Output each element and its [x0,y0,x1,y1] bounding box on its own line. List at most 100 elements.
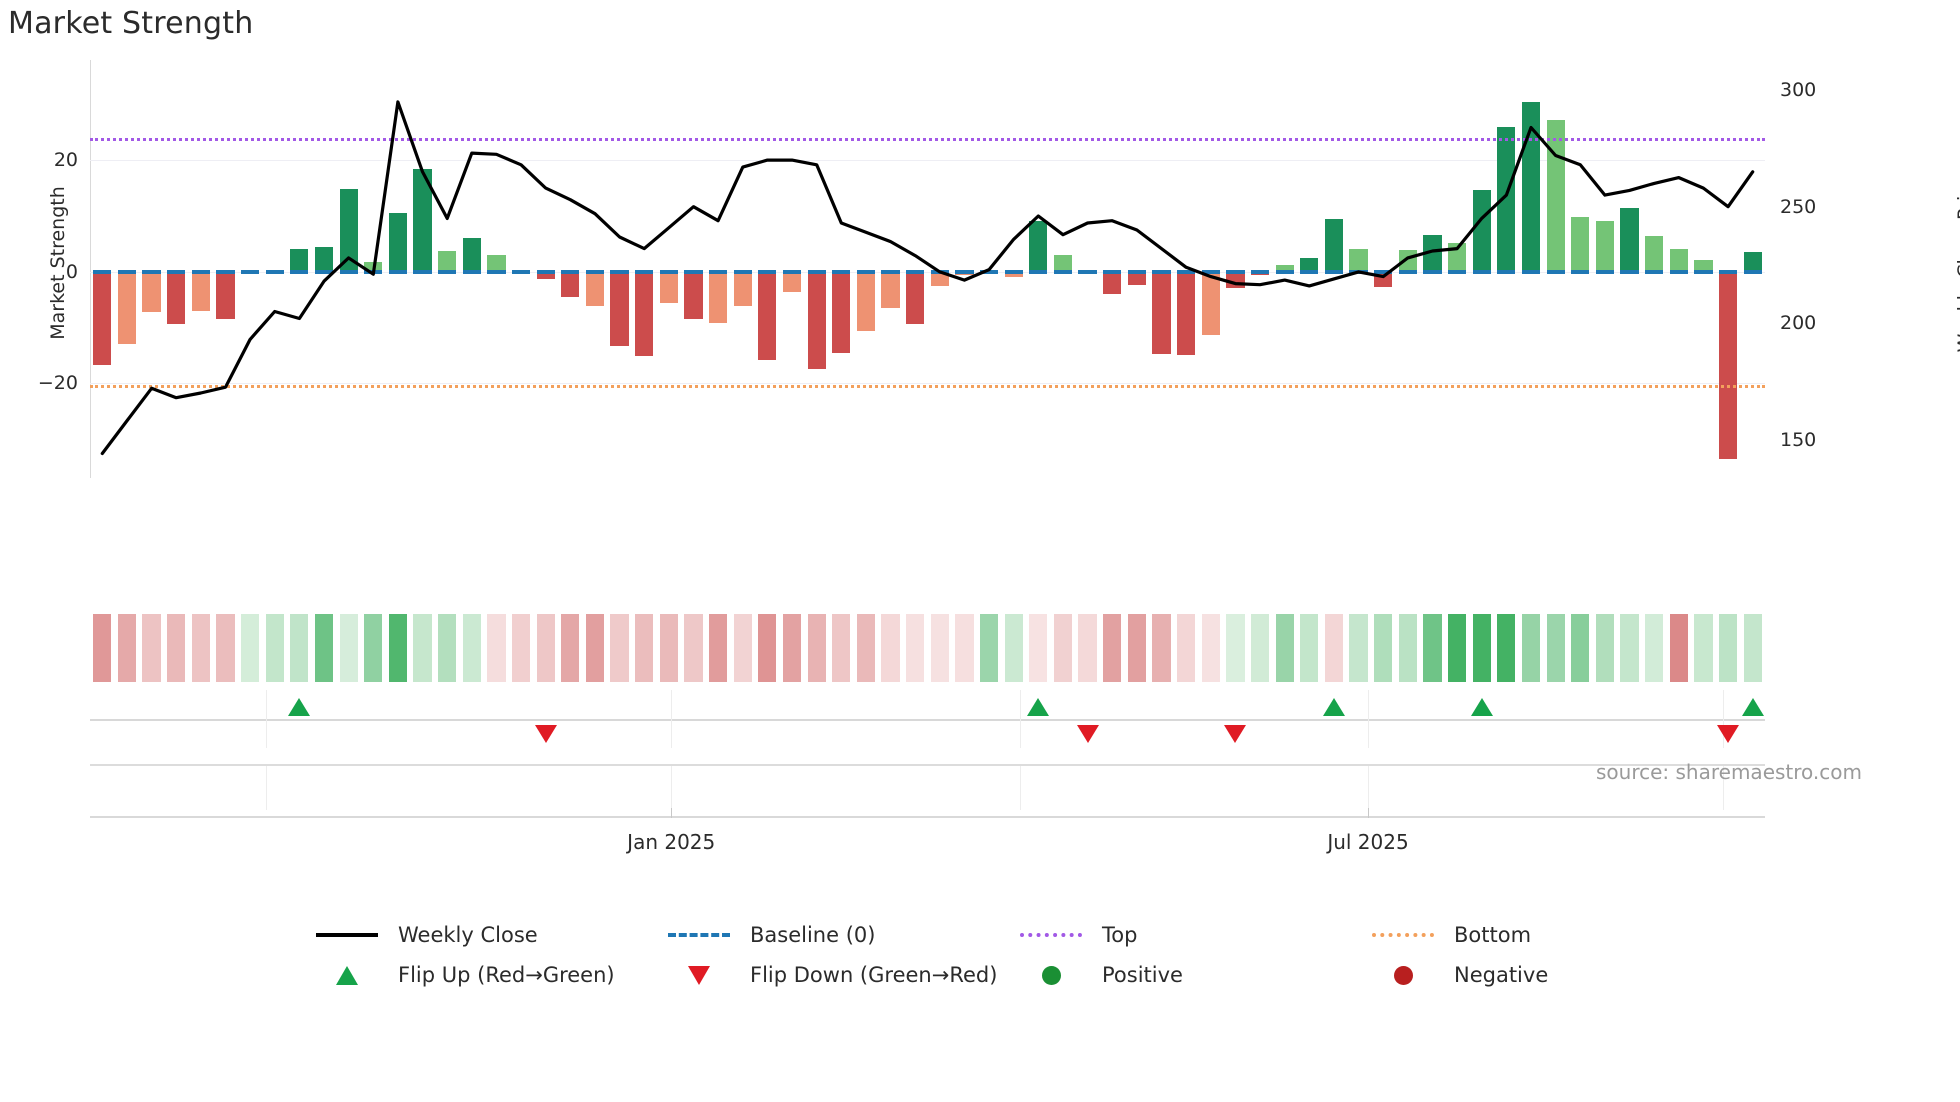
baseline-dash-segment [1374,269,1393,274]
strength-bar [413,169,432,272]
baseline-dash-segment [1078,269,1097,274]
strength-bar [1743,252,1762,272]
heatmap-cell [1177,614,1196,682]
heatmap-cell [167,614,186,682]
heatmap-cell [1546,614,1565,682]
legend-label: Weekly Close [398,922,538,947]
x-tick-mark [671,808,673,818]
strength-bar [1645,236,1664,272]
heatmap-cell [1521,614,1541,682]
gridline-left-0 [90,271,1765,273]
legend-item[interactable]: Bottom [1364,922,1716,947]
strength-bar [339,189,358,272]
minor-vertical-tick [1368,766,1370,810]
strength-bar [1201,271,1220,336]
baseline-dash-segment [1423,269,1442,274]
strength-bar [832,271,851,353]
flip-up-marker [1470,698,1493,716]
heatmap-cell [1103,614,1122,682]
heatmap-cell [1300,614,1319,682]
baseline-dash-segment [413,269,432,274]
strength-bar [388,213,407,272]
baseline-dash-segment [167,269,186,274]
heatmap-cell [364,614,383,682]
legend-item[interactable]: Weekly Close [308,922,660,947]
baseline-dash-segment [881,269,900,274]
baseline-dash-segment [142,269,161,274]
flip-up-marker [1027,698,1050,716]
baseline-dash-segment [1250,269,1270,274]
baseline-dash-segment [191,269,210,274]
heatmap-cell [413,614,432,682]
baseline-dash-segment [1521,269,1541,274]
heatmap-cell [1078,614,1097,682]
strength-bar [117,271,137,345]
strength-bar [635,271,654,357]
legend-label: Bottom [1454,922,1532,947]
legend-item[interactable]: Top [1012,922,1364,947]
baseline-dash-segment [1546,269,1565,274]
legend-item[interactable]: Flip Down (Green→Red) [660,962,1012,987]
flip-marker-row [90,690,1765,752]
legend-label: Baseline (0) [750,922,876,947]
strength-bar [1595,221,1614,272]
strength-bar [561,271,580,297]
heatmap-cell [1447,614,1467,682]
strength-bar [1718,271,1738,460]
strength-bar [1423,235,1442,272]
strength-bar [881,271,900,308]
heatmap-cell [1669,614,1688,682]
heatmap-cell [1718,614,1738,682]
strength-bar [758,271,777,360]
heatmap-cell [709,614,728,682]
legend-item[interactable]: Positive [1012,964,1364,986]
baseline-dash-segment [314,269,334,274]
baseline-dash-segment [1029,269,1048,274]
strength-heatmap-strip [90,614,1765,682]
baseline-dash-segment [1472,269,1491,274]
minor-vertical-tick [671,766,673,810]
heatmap-cell [1324,614,1344,682]
minor-vertical-tick [265,690,267,748]
baseline-dash-segment [388,269,407,274]
heatmap-cell [314,614,334,682]
legend-label: Flip Down (Green→Red) [750,962,998,987]
legend-item[interactable]: Baseline (0) [660,922,1012,947]
baseline-dash-segment [635,269,654,274]
heatmap-cell [979,614,999,682]
heatmap-cell [930,614,949,682]
baseline-dash-segment [1004,269,1023,274]
page-title: Market Strength [8,6,254,41]
heatmap-cell [807,614,826,682]
legend-label: Negative [1454,962,1549,987]
legend-item[interactable]: Flip Up (Red→Green) [308,964,660,986]
baseline-dash-segment [93,269,112,274]
baseline-dash-segment [955,269,974,274]
strength-bar [438,250,457,272]
heatmap-cell [1127,614,1146,682]
heatmap-cell [1694,614,1713,682]
strength-bar [487,254,506,272]
dotted-line-icon [1364,933,1442,937]
heatmap-cell [635,614,654,682]
heatmap-cell [1497,614,1516,682]
flip-up-marker [1741,698,1764,716]
baseline-dash-segment [1152,269,1171,274]
y-axis-right-title: Weekly Close Price [1954,173,1960,353]
heatmap-cell [388,614,407,682]
gridline-left--20 [90,383,1765,385]
baseline-dash-segment [117,269,137,274]
legend-item[interactable]: Negative [1364,962,1716,987]
heatmap-cell [1275,614,1294,682]
baseline-dash-segment [1053,269,1073,274]
baseline-dash-segment [1226,269,1245,274]
strength-bar [906,271,925,325]
baseline-dash-segment [216,269,235,274]
legend-label: Top [1102,922,1138,947]
y-axis-spine [90,60,91,478]
legend-row: Weekly Close Baseline (0) Top Bottom [0,915,1960,955]
strength-bar [142,271,161,312]
heatmap-cell [1226,614,1245,682]
heatmap-cell [511,614,531,682]
flip-down-marker [1224,725,1247,743]
